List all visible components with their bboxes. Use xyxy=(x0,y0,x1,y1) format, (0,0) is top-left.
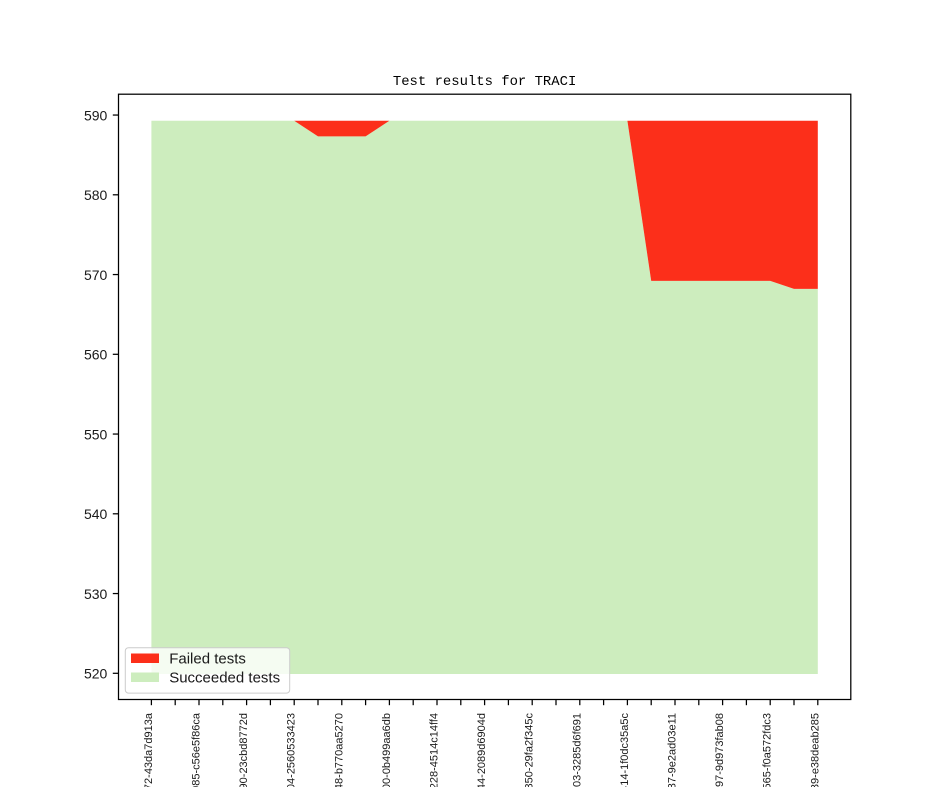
svg-text:303-3285d6f691: 303-3285d6f691 xyxy=(571,713,583,787)
svg-text:560: 560 xyxy=(84,347,108,363)
svg-text:Failed tests: Failed tests xyxy=(169,651,246,668)
svg-text:Test results for TRACI: Test results for TRACI xyxy=(393,74,576,90)
svg-text:344-2089d6904d: 344-2089d6904d xyxy=(476,713,488,787)
svg-text:337-9e2ad03e11: 337-9e2ad03e11 xyxy=(667,713,679,787)
svg-text:520: 520 xyxy=(84,666,108,682)
svg-text:372-43da7d913a: 372-43da7d913a xyxy=(143,712,155,787)
svg-text:339-e38deab285: 339-e38deab285 xyxy=(809,713,821,787)
svg-text:228-4514c14ff4: 228-4514c14ff4 xyxy=(429,713,441,787)
svg-text:397-9d973fab08: 397-9d973fab08 xyxy=(714,713,726,787)
svg-text:300-0b499aa6db: 300-0b499aa6db xyxy=(381,713,393,787)
svg-text:304-2560533423: 304-2560533423 xyxy=(286,713,298,787)
svg-text:985-c56e5f86ca: 985-c56e5f86ca xyxy=(191,712,203,787)
svg-text:540: 540 xyxy=(84,506,108,522)
svg-text:414-1f0dc35a5c: 414-1f0dc35a5c xyxy=(619,713,631,787)
svg-text:390-23cbd8772d: 390-23cbd8772d xyxy=(238,713,250,787)
svg-text:565-f0a572fdc3: 565-f0a572fdc3 xyxy=(762,713,774,787)
svg-text:550: 550 xyxy=(84,426,108,442)
svg-text:350-29fa2f345c: 350-29fa2f345c xyxy=(524,713,536,787)
svg-text:348-b770aa5270: 348-b770aa5270 xyxy=(333,713,345,787)
svg-text:580: 580 xyxy=(84,187,108,203)
svg-text:590: 590 xyxy=(84,107,108,123)
svg-text:570: 570 xyxy=(84,267,108,283)
svg-text:530: 530 xyxy=(84,586,108,602)
svg-text:Succeeded tests: Succeeded tests xyxy=(169,670,280,687)
